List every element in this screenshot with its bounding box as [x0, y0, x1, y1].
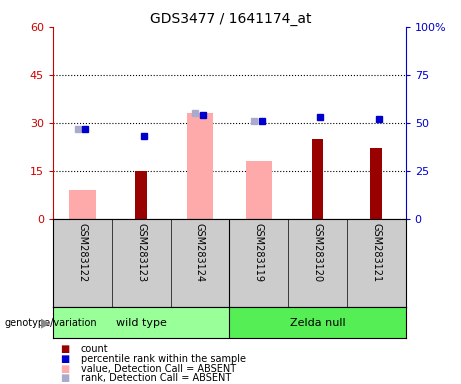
- Text: GSM283123: GSM283123: [136, 223, 146, 282]
- Text: GDS3477 / 1641174_at: GDS3477 / 1641174_at: [150, 12, 311, 25]
- Bar: [229, 307, 406, 338]
- Bar: [136, 171, 147, 219]
- Text: ■: ■: [60, 364, 69, 374]
- Text: wild type: wild type: [116, 318, 166, 328]
- Bar: [312, 139, 323, 219]
- Bar: [246, 161, 272, 219]
- Text: ■: ■: [60, 373, 69, 383]
- Text: value, Detection Call = ABSENT: value, Detection Call = ABSENT: [81, 364, 236, 374]
- Text: GSM283122: GSM283122: [77, 223, 88, 283]
- Text: GSM283119: GSM283119: [254, 223, 264, 282]
- Text: percentile rank within the sample: percentile rank within the sample: [81, 354, 246, 364]
- Bar: [69, 190, 95, 219]
- Text: rank, Detection Call = ABSENT: rank, Detection Call = ABSENT: [81, 373, 231, 383]
- Text: ■: ■: [60, 344, 69, 354]
- Text: genotype/variation: genotype/variation: [5, 318, 97, 328]
- Bar: [53, 307, 230, 338]
- Text: Zelda null: Zelda null: [290, 318, 345, 328]
- Bar: [371, 149, 382, 219]
- Text: count: count: [81, 344, 108, 354]
- Text: GSM283121: GSM283121: [371, 223, 381, 282]
- Text: ▶: ▶: [41, 316, 51, 329]
- Text: ■: ■: [60, 354, 69, 364]
- Text: GSM283124: GSM283124: [195, 223, 205, 282]
- Bar: [187, 113, 213, 219]
- Text: GSM283120: GSM283120: [313, 223, 323, 282]
